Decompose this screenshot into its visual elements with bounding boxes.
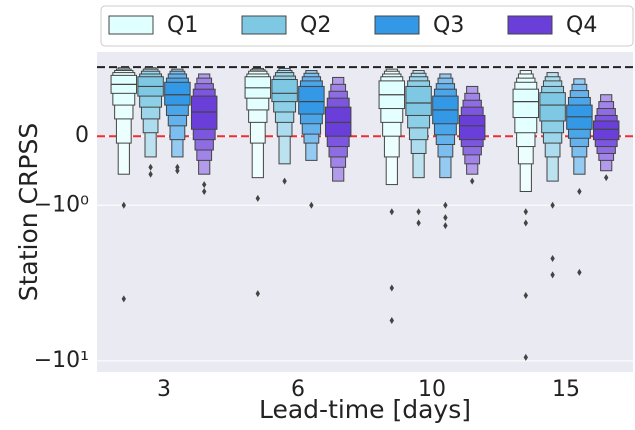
legend-swatch: [108, 15, 154, 35]
boxen-level: [405, 85, 432, 116]
outlier: [443, 214, 448, 222]
outlier: [175, 167, 180, 175]
marks: [97, 66, 633, 361]
outlier: [282, 177, 287, 185]
legend-label: Q3: [433, 13, 464, 38]
outlier: [148, 170, 153, 178]
x-tick-label: 15: [552, 377, 580, 402]
boxen-level: [324, 106, 352, 137]
y-tick-label: −10⁰: [34, 192, 89, 217]
x-tick-label: 3: [157, 377, 171, 402]
x-tick-label: 6: [291, 377, 305, 402]
outlier: [255, 194, 260, 202]
outlier: [470, 177, 475, 185]
outlier: [604, 174, 609, 182]
outlier: [309, 201, 314, 209]
legend-frame: [100, 5, 634, 47]
boxen-level: [512, 88, 540, 119]
legend-swatch: [241, 15, 287, 35]
outlier: [121, 201, 126, 209]
outlier: [523, 208, 528, 216]
boxen-level: [458, 114, 486, 141]
boxen-level: [298, 85, 325, 115]
boxen-level: [190, 95, 218, 130]
y-tick-label: −10¹: [34, 348, 89, 373]
outlier: [523, 219, 528, 227]
outlier: [148, 163, 153, 171]
outlier: [416, 219, 421, 227]
outlier: [443, 222, 448, 230]
x-tick-label: 10: [418, 377, 446, 402]
legend: Q1 Q2 Q3 Q4: [100, 5, 634, 47]
outlier: [202, 181, 207, 189]
legend-swatch: [374, 15, 420, 35]
outlier: [416, 208, 421, 216]
outlier: [389, 208, 394, 216]
outlier: [550, 201, 555, 209]
outlier: [389, 284, 394, 292]
outlier: [523, 291, 528, 299]
boxen-level: [271, 79, 298, 103]
outlier: [443, 201, 448, 209]
boxen-level: [539, 92, 566, 122]
outlier: [577, 187, 582, 195]
boxen-level: [164, 81, 191, 106]
y-axis-label: Station CRPSS: [14, 123, 43, 301]
outlier: [255, 290, 260, 298]
outlier: [577, 268, 582, 276]
legend-label: Q1: [167, 13, 198, 38]
legend-swatch: [507, 15, 553, 35]
boxen-level: [592, 120, 620, 141]
outlier: [121, 295, 126, 303]
legend-label: Q4: [566, 13, 597, 38]
outlier: [202, 187, 207, 195]
x-axis-label: Lead-time [days]: [259, 395, 471, 424]
y-tick-label: 0: [75, 123, 89, 148]
outlier: [523, 353, 528, 361]
legend-label: Q2: [300, 13, 331, 38]
outlier: [389, 316, 394, 324]
outlier: [550, 255, 555, 263]
outlier: [550, 271, 555, 279]
